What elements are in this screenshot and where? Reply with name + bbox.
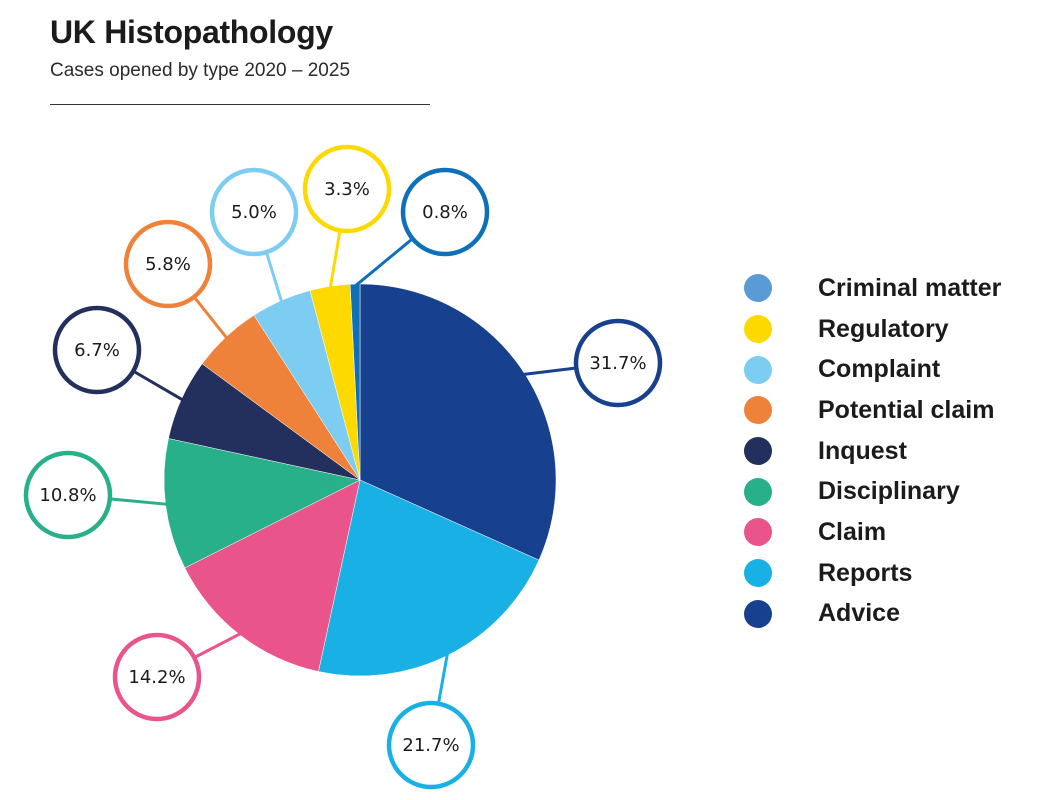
callout-bubble-criminal-matter [400,167,490,257]
pie-slice-criminal-matter [349,283,361,481]
callout-bubble-disciplinary [23,450,113,540]
title-divider [50,104,430,105]
callout-bubble-complaint [209,167,299,257]
legend-label: Potential claim [818,395,995,424]
leader-line-advice [522,366,577,376]
callout-bubble-inquest [52,305,142,395]
legend-item-potential-claim: Potential claim [744,390,1001,431]
data-label-inquest: 6.7% [74,340,120,361]
leader-line-regulatory [328,230,342,289]
legend-item-disciplinary: Disciplinary [744,471,1001,512]
legend-label: Claim [818,517,887,546]
chart-legend: Criminal matter Regulatory Complaint Potent… [744,268,1001,634]
leader-line-complaint [264,251,284,303]
data-label-criminal-matter: 0.8% [422,202,468,223]
leader-line-inquest [132,369,184,402]
data-label-claim: 14.2% [128,667,185,688]
callout-bubble-regulatory [302,144,392,234]
callout-bubble-potential-claim [123,219,213,309]
legend-item-claim: Claim [744,512,1001,553]
legend-item-criminal-matter: Criminal matter [744,268,1001,309]
leader-line-claim [193,631,242,659]
data-label-advice: 31.7% [589,353,646,374]
legend-label: Inquest [818,436,907,465]
legend-label: Advice [818,599,900,628]
legend-swatch [744,437,772,466]
legend-swatch [744,477,772,506]
legend-swatch [744,355,772,384]
data-label-disciplinary: 10.8% [39,485,96,506]
legend-swatch [744,518,772,547]
legend-swatch [744,396,772,425]
leader-line-reports [436,652,450,704]
legend-item-inquest: Inquest [744,431,1001,472]
leader-line-potential-claim [192,295,229,340]
legend-label: Disciplinary [818,477,960,506]
data-label-reports: 21.7% [402,735,459,756]
legend-item-advice: Advice [744,594,1001,635]
chart-subtitle: Cases opened by type 2020 – 2025 [50,60,351,81]
legend-item-regulatory: Regulatory [744,309,1001,350]
pie-callouts: 31.7% 21.7% 14.2% 10.8% 6.7% 5.8% 5.0% 3.3% 0.8% [23,144,663,790]
leader-line-criminal-matter [354,237,414,288]
leader-line-disciplinary [109,497,168,506]
legend-swatch [744,559,772,588]
legend-label: Complaint [818,355,941,384]
legend-swatch [744,274,772,303]
data-label-regulatory: 3.3% [324,179,370,200]
legend-item-reports: Reports [744,553,1001,594]
legend-swatch [744,315,772,344]
callout-bubble-claim [112,632,202,722]
legend-item-complaint: Complaint [744,349,1001,390]
pie-slices [163,283,557,677]
callout-bubble-reports [386,700,476,790]
data-label-potential-claim: 5.8% [145,254,191,275]
callout-bubble-advice [573,318,663,408]
legend-swatch [744,599,772,628]
legend-label: Regulatory [818,314,949,343]
legend-label: Reports [818,558,913,587]
data-label-complaint: 5.0% [231,202,277,223]
chart-title: UK Histopathology [50,14,333,50]
legend-label: Criminal matter [818,273,1002,302]
